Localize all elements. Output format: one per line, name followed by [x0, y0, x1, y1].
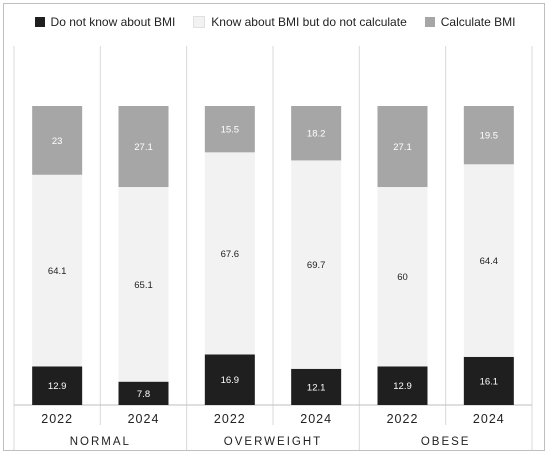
bar-segment — [204, 106, 255, 153]
legend-swatch — [193, 16, 206, 28]
legend-label: Calculate BMI — [440, 15, 516, 29]
bar-segment — [291, 368, 342, 405]
bar-segment — [291, 160, 342, 369]
bar-segment — [463, 356, 514, 405]
data-label: 64.4 — [480, 256, 499, 267]
bar-segment — [463, 106, 514, 165]
bar-segment — [291, 106, 342, 161]
data-label: 65.1 — [134, 280, 153, 291]
x-tick-label: 2022 — [387, 412, 419, 426]
x-tick-label: 2022 — [214, 412, 246, 426]
data-label: 12.9 — [48, 381, 67, 392]
data-label: 16.1 — [480, 376, 499, 387]
data-label: 69.7 — [307, 260, 326, 271]
data-label: 27.1 — [134, 142, 153, 153]
data-label: 12.1 — [307, 382, 326, 393]
bar-segment — [32, 174, 83, 367]
legend-item: Calculate BMI — [424, 15, 516, 29]
data-label: 64.1 — [48, 266, 67, 277]
x-tick-label: 2024 — [473, 412, 505, 426]
group-label: NORMAL — [70, 436, 131, 448]
bar-segment — [377, 187, 428, 367]
data-label: 23 — [52, 136, 63, 147]
bar-segment — [118, 187, 169, 382]
bar-segment — [118, 381, 169, 405]
data-label: 7.8 — [137, 389, 150, 400]
data-label: 60 — [397, 272, 408, 283]
legend-item: Know about BMI but do not calculate — [193, 15, 407, 29]
legend-label: Know about BMI but do not calculate — [211, 15, 407, 29]
legend-label: Do not know about BMI — [50, 15, 176, 29]
chart-frame — [3, 3, 545, 451]
legend-swatch — [424, 17, 435, 27]
bar-segment — [463, 164, 514, 357]
legend-swatch — [34, 17, 45, 27]
bar-segment — [32, 366, 83, 405]
legend: Do not know about BMI Know about BMI but … — [0, 12, 550, 32]
data-label: 12.9 — [393, 381, 412, 392]
group-label: OVERWEIGHT — [224, 436, 322, 448]
x-tick-label: 2022 — [41, 412, 73, 426]
data-label: 15.5 — [221, 125, 240, 136]
bar-segment — [204, 152, 255, 355]
bar-segment — [118, 106, 169, 188]
bar-segment — [377, 106, 428, 188]
bar-segment — [204, 354, 255, 405]
data-label: 67.6 — [221, 249, 240, 260]
data-label: 19.5 — [480, 131, 499, 142]
data-label: 18.2 — [307, 129, 326, 140]
x-tick-label: 2024 — [128, 412, 160, 426]
data-label: 27.1 — [393, 142, 412, 153]
bar-segment — [377, 366, 428, 405]
group-label: OBESE — [421, 436, 471, 448]
x-tick-label: 2024 — [300, 412, 332, 426]
legend-item: Do not know about BMI — [34, 15, 176, 29]
bar-segment — [32, 106, 83, 175]
data-label: 16.9 — [221, 375, 240, 386]
